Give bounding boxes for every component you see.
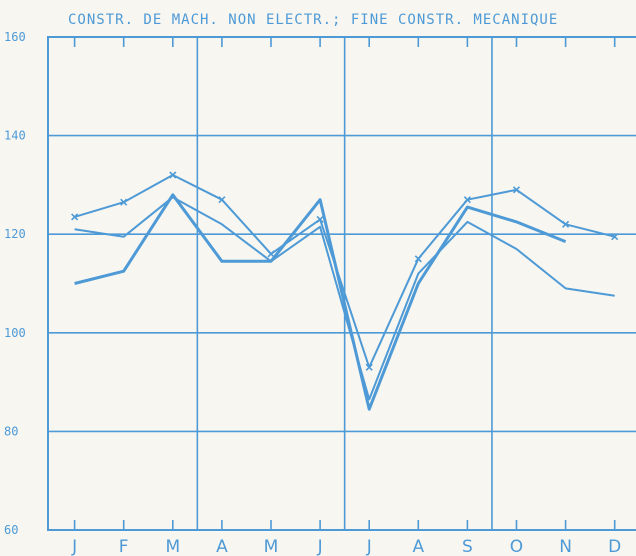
- marker-stroke: [611, 233, 619, 241]
- data-point: [71, 213, 79, 221]
- data-point: [169, 171, 177, 179]
- marker-stroke: [120, 198, 128, 206]
- x-tick-label: M: [264, 537, 279, 556]
- marker-stroke: [218, 196, 226, 204]
- series-group: [71, 171, 619, 411]
- y-axis: 60 80 100 120 140 160: [4, 30, 26, 537]
- marker-stroke: [512, 186, 521, 194]
- data-point: [463, 196, 471, 204]
- series-line: [74, 196, 615, 401]
- data-point: [611, 233, 619, 241]
- chart-title: CONSTR. DE MACH. NON ELECTR.; FINE CONST…: [68, 12, 558, 28]
- y-tick-label: 140: [4, 129, 26, 143]
- x-tick-label: J: [71, 537, 77, 556]
- x-tick-label: O: [510, 537, 523, 556]
- x-tick-label: N: [559, 537, 572, 556]
- data-point: [316, 215, 324, 223]
- data-point: [562, 220, 570, 228]
- plot-frame: [47, 36, 636, 531]
- data-point: [414, 255, 422, 263]
- data-point: [120, 198, 128, 206]
- x-tick-label: S: [462, 537, 473, 556]
- data-point: [365, 363, 373, 371]
- marker-stroke: [71, 213, 79, 221]
- data-point: [267, 250, 275, 258]
- y-tick-label: 80: [4, 424, 18, 438]
- data-point: [218, 196, 226, 204]
- marker-stroke: [414, 255, 422, 263]
- x-tick-label: D: [608, 537, 621, 556]
- marker-stroke: [267, 250, 275, 258]
- x-tick-label: A: [412, 537, 424, 556]
- marker-stroke: [169, 171, 177, 179]
- marker-stroke: [463, 196, 471, 204]
- marker-stroke: [562, 220, 570, 228]
- y-tick-label: 120: [4, 227, 26, 241]
- marker-stroke: [316, 215, 324, 223]
- x-tick-label: M: [165, 537, 180, 556]
- x-tick-label: A: [216, 537, 228, 556]
- data-point: [512, 186, 521, 194]
- series-line: [74, 193, 567, 411]
- y-tick-label: 100: [4, 326, 26, 340]
- series-line: [74, 174, 615, 369]
- x-tick-label: F: [119, 537, 129, 556]
- y-tick-label: 160: [4, 30, 26, 44]
- grid: [47, 36, 636, 531]
- marker-stroke: [365, 363, 373, 371]
- x-tick-label: J: [366, 537, 372, 556]
- y-tick-label: 60: [4, 523, 18, 537]
- x-tick-label: J: [317, 537, 323, 556]
